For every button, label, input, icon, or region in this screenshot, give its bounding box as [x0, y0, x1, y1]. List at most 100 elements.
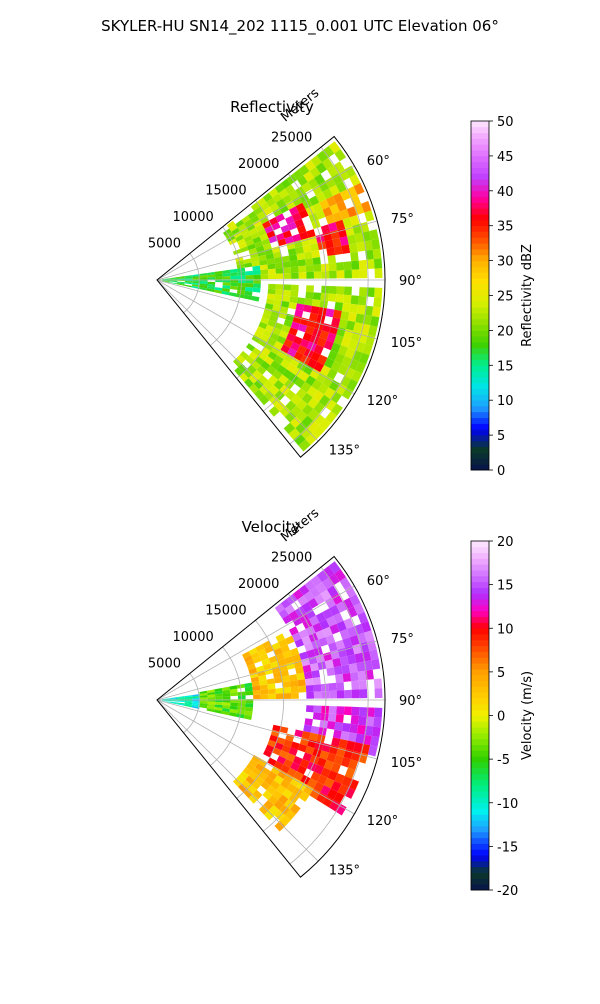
radial-gridline — [236, 200, 284, 379]
data-cell — [322, 188, 334, 200]
data-cell — [258, 374, 269, 385]
data-cell — [263, 749, 273, 758]
data-cell — [274, 390, 286, 401]
data-cell — [267, 757, 277, 767]
data-cell — [308, 235, 318, 245]
data-cell — [371, 726, 381, 738]
colorbar-segment — [471, 121, 489, 128]
data-cell — [275, 652, 285, 661]
data-cell — [236, 293, 245, 299]
data-cell — [221, 710, 230, 716]
data-cell — [169, 702, 177, 705]
colorbar-segment — [471, 727, 489, 734]
data-cell — [329, 325, 339, 335]
data-cell — [345, 320, 356, 331]
data-cell — [297, 679, 306, 687]
data-cell — [266, 258, 275, 265]
colorbar-segment — [471, 698, 489, 705]
data-cell — [192, 281, 201, 284]
data-cell — [261, 347, 271, 357]
data-cell — [321, 743, 332, 753]
data-cell — [324, 399, 337, 412]
data-cell — [316, 734, 326, 744]
data-cell — [324, 387, 336, 400]
data-cell — [248, 794, 259, 804]
data-cell — [336, 682, 345, 691]
colorbar-segment — [471, 884, 489, 891]
data-cell — [311, 379, 323, 391]
data-cell — [321, 690, 330, 699]
colorbar-segment — [471, 260, 489, 267]
data-cell — [292, 616, 303, 627]
colorbar-segment — [471, 593, 489, 600]
data-cell — [304, 159, 316, 172]
colorbar-segment — [471, 628, 489, 635]
data-cell — [222, 282, 231, 286]
data-cell — [348, 339, 359, 351]
data-cell — [162, 280, 170, 282]
data-cell — [206, 286, 215, 290]
data-cell — [306, 386, 318, 398]
data-cell — [257, 758, 268, 768]
data-cell — [252, 347, 262, 357]
data-cell — [330, 391, 342, 404]
data-cell — [330, 229, 340, 240]
data-cell — [349, 303, 359, 314]
data-cell — [315, 162, 327, 174]
data-cell — [252, 265, 261, 271]
data-cell — [274, 810, 286, 821]
data-cell — [229, 285, 238, 290]
data-cell — [273, 647, 283, 656]
data-cell — [333, 334, 344, 346]
data-cell — [241, 651, 251, 659]
data-cell — [184, 698, 193, 700]
data-cell — [355, 361, 367, 374]
data-cell — [243, 714, 252, 721]
data-cell — [270, 729, 280, 738]
data-cell — [303, 724, 312, 733]
data-cell — [295, 303, 305, 312]
data-cell — [199, 695, 208, 698]
data-cell — [199, 692, 208, 696]
data-cell — [316, 570, 329, 583]
data-cell — [286, 242, 296, 250]
polar-grid — [156, 146, 385, 445]
data-cell — [337, 364, 349, 376]
data-cell — [192, 282, 200, 286]
data-cell — [333, 245, 343, 255]
data-cell — [259, 264, 268, 271]
data-cell — [306, 271, 315, 279]
data-cell — [292, 169, 304, 180]
data-cell — [336, 706, 345, 715]
data-cell — [322, 376, 334, 388]
data-cell — [275, 693, 284, 699]
colorbar-segment — [471, 622, 489, 629]
data-cell — [273, 251, 282, 259]
data-cell — [280, 764, 291, 774]
data-cell — [248, 351, 259, 361]
data-cell — [247, 364, 257, 375]
radial-gridline — [209, 226, 242, 346]
data-cell — [339, 656, 349, 666]
radial-tick-label: 25000 — [271, 550, 312, 565]
data-cell — [306, 229, 316, 239]
data-cell — [302, 199, 313, 210]
data-cell — [280, 669, 290, 677]
data-cell — [314, 741, 324, 751]
data-cell — [258, 384, 270, 395]
data-cell — [213, 709, 222, 714]
data-cell — [238, 783, 248, 793]
data-cell — [349, 635, 360, 646]
data-cell — [274, 262, 284, 269]
radial-tick-label: 15000 — [205, 603, 246, 618]
data-cell — [322, 796, 334, 808]
data-cell — [184, 280, 193, 283]
data-cell — [270, 346, 281, 356]
data-cell — [233, 231, 242, 239]
data-cell — [315, 209, 326, 220]
data-cell — [274, 322, 284, 331]
angular-gridline — [156, 640, 378, 701]
data-cell — [254, 330, 264, 339]
data-cell — [177, 281, 185, 284]
data-cell — [357, 611, 369, 624]
